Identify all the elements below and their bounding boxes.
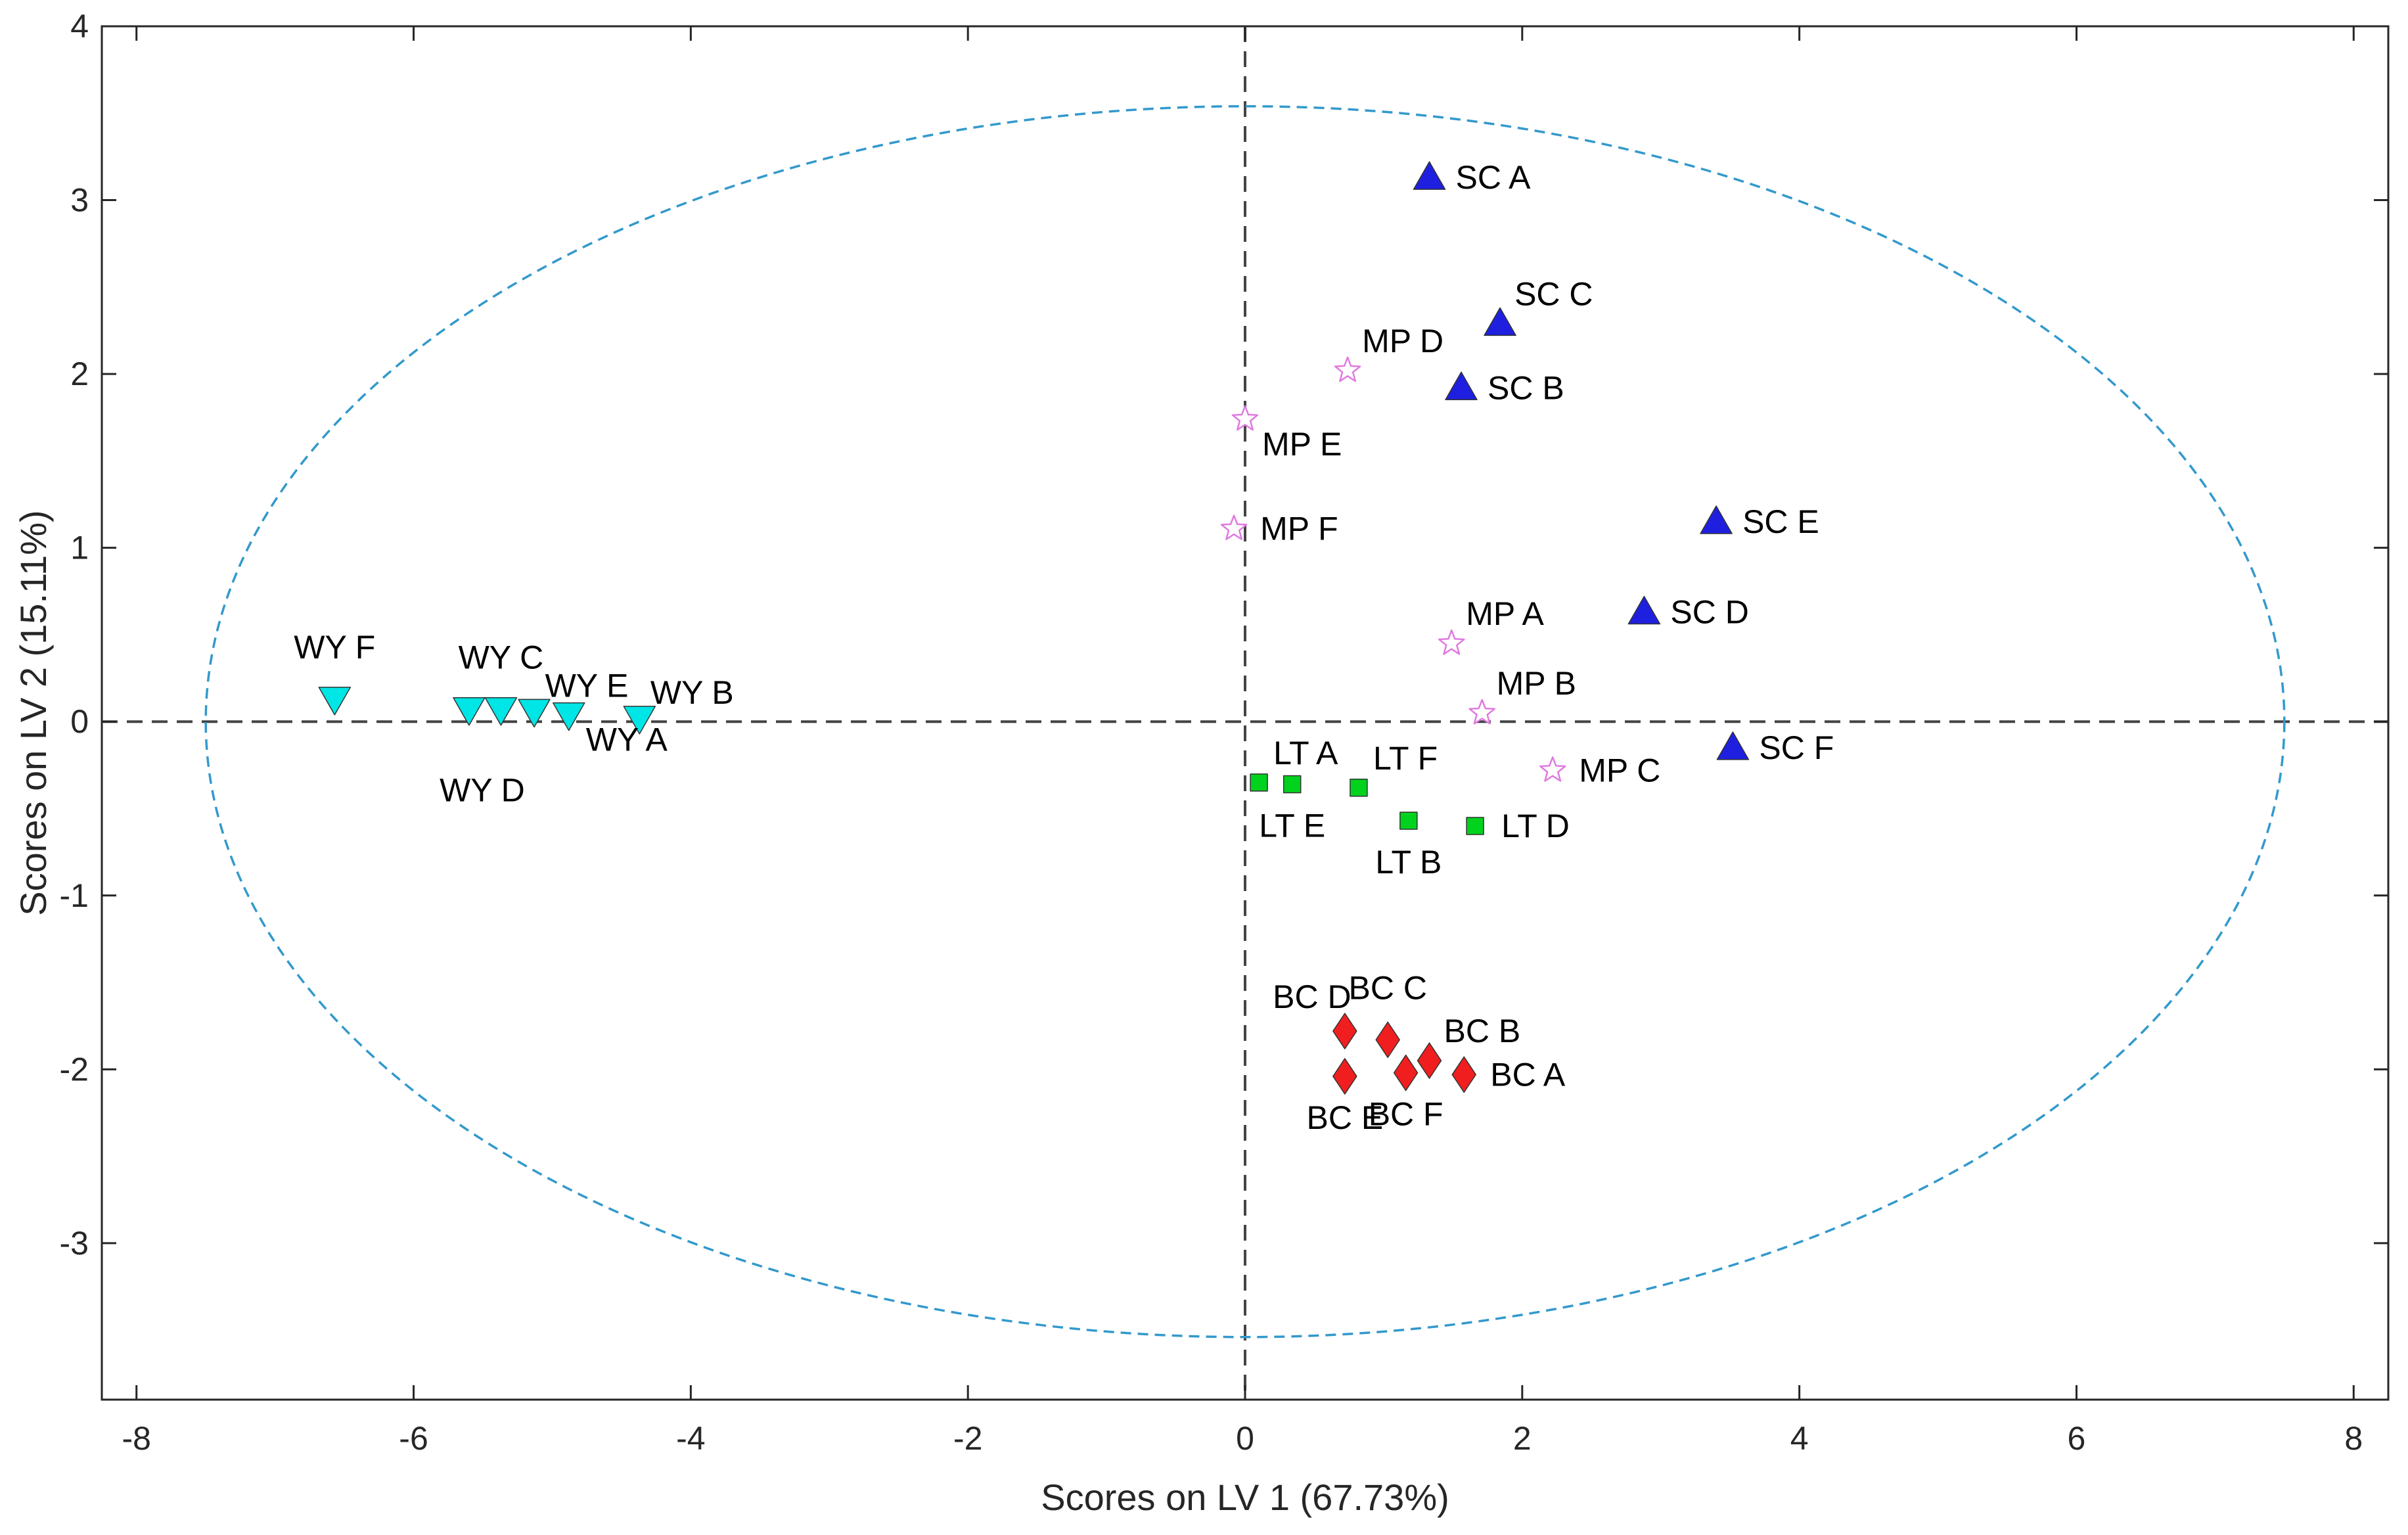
x-tick-label: -6 [399, 1420, 428, 1457]
point-wy-e [518, 699, 551, 728]
point-label-mp-d: MP D [1362, 323, 1443, 359]
point-label-bc-c: BC C [1349, 969, 1427, 1006]
point-label-mp-e: MP E [1262, 426, 1342, 463]
point-label-lt-a: LT A [1273, 735, 1338, 771]
point-label-lt-e: LT E [1259, 807, 1325, 844]
y-tick-label: 3 [70, 182, 89, 219]
point-bc-a [1451, 1056, 1476, 1093]
point-sc-d [1627, 595, 1661, 625]
point-bc-c [1375, 1021, 1400, 1059]
y-tick-label: -3 [60, 1225, 89, 1262]
point-label-wy-a: WY A [586, 722, 668, 758]
point-mp-c [1539, 756, 1566, 782]
point-bc-b [1417, 1042, 1442, 1079]
point-sc-f [1716, 731, 1750, 760]
x-tick-label: 6 [2068, 1420, 2086, 1457]
x-axis-label: Scores on LV 1 (67.73%) [1041, 1477, 1449, 1518]
x-tick-label: -2 [953, 1420, 982, 1457]
point-label-sc-b: SC B [1488, 369, 1564, 406]
y-tick-label: 4 [70, 8, 89, 45]
x-tick-label: 8 [2344, 1420, 2363, 1457]
point-bc-e [1332, 1058, 1357, 1095]
point-label-wy-e: WY E [545, 667, 629, 704]
point-label-mp-f: MP F [1260, 511, 1338, 547]
point-label-wy-f: WY F [294, 629, 375, 666]
point-label-wy-c: WY C [459, 639, 544, 676]
y-tick-label: -2 [60, 1051, 89, 1088]
y-tick-label: 0 [70, 703, 89, 740]
y-tick-label: 1 [70, 530, 89, 566]
point-sc-c [1484, 307, 1516, 336]
point-label-mp-c: MP C [1579, 752, 1660, 789]
point-mp-b [1468, 699, 1495, 725]
point-mp-e [1231, 405, 1259, 431]
point-label-lt-d: LT D [1501, 808, 1570, 844]
point-lt-e [1283, 775, 1302, 794]
point-label-sc-f: SC F [1759, 729, 1834, 766]
point-wy-a [553, 702, 585, 731]
point-label-wy-d: WY D [440, 772, 525, 809]
point-bc-d [1332, 1013, 1357, 1049]
point-label-sc-e: SC E [1742, 503, 1819, 540]
point-mp-f [1220, 515, 1248, 540]
x-tick-label: -4 [676, 1420, 705, 1457]
point-wy-c [484, 697, 518, 726]
point-sc-e [1700, 505, 1733, 534]
x-tick-label: 0 [1236, 1420, 1254, 1457]
point-label-mp-a: MP A [1466, 595, 1544, 632]
point-wy-f [318, 687, 352, 716]
point-label-lt-f: LT F [1373, 740, 1438, 777]
x-tick-label: 2 [1513, 1420, 1532, 1457]
point-wy-b [623, 706, 656, 735]
x-tick-label: 4 [1790, 1420, 1809, 1457]
point-label-bc-e: BC E [1307, 1099, 1384, 1136]
point-label-mp-b: MP B [1497, 665, 1576, 702]
point-label-sc-c: SC C [1514, 275, 1593, 312]
point-label-bc-d: BC D [1273, 978, 1351, 1015]
point-lt-b [1399, 812, 1418, 830]
y-tick-label: 2 [70, 355, 89, 392]
point-label-lt-b: LT B [1375, 844, 1442, 881]
point-label-wy-b: WY B [650, 674, 734, 711]
point-label-bc-b: BC B [1444, 1013, 1521, 1049]
x-tick-label: -8 [122, 1420, 150, 1457]
point-label-bc-f: BC F [1369, 1096, 1443, 1133]
point-label-sc-a: SC A [1456, 159, 1532, 196]
point-label-bc-a: BC A [1490, 1056, 1566, 1093]
point-bc-f [1393, 1054, 1419, 1091]
point-lt-a [1250, 773, 1268, 792]
confidence-ellipse [204, 104, 2286, 1339]
y-tick-label: -1 [60, 877, 89, 914]
point-label-sc-d: SC D [1670, 594, 1748, 631]
point-sc-b [1445, 371, 1478, 401]
point-sc-a [1413, 161, 1446, 190]
point-lt-d [1466, 817, 1484, 835]
y-axis-label: Scores on LV 2 (15.11%) [12, 510, 54, 915]
point-lt-f [1350, 779, 1368, 797]
point-wy-d [453, 697, 486, 726]
point-mp-a [1438, 629, 1465, 655]
point-mp-d [1334, 356, 1361, 382]
